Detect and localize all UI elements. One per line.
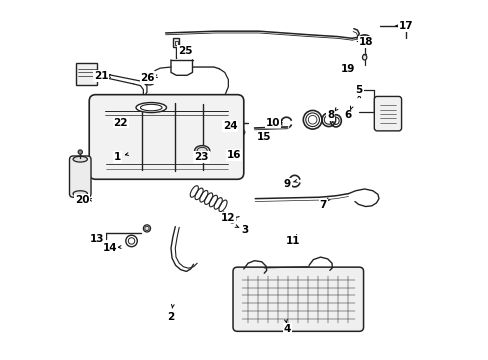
Text: 14: 14 — [102, 243, 117, 253]
Circle shape — [78, 150, 82, 154]
FancyBboxPatch shape — [69, 156, 91, 197]
Circle shape — [228, 216, 235, 223]
Text: 21: 21 — [94, 71, 108, 81]
Text: 8: 8 — [326, 111, 333, 121]
Text: 13: 13 — [90, 234, 104, 244]
Ellipse shape — [73, 156, 87, 162]
Bar — [76, 63, 97, 85]
Ellipse shape — [362, 55, 366, 60]
FancyBboxPatch shape — [89, 95, 244, 179]
Text: 18: 18 — [359, 37, 373, 47]
Text: 9: 9 — [284, 179, 290, 189]
Bar — [174, 41, 178, 45]
Text: 4: 4 — [283, 324, 291, 334]
Text: 3: 3 — [241, 225, 247, 235]
Text: 19: 19 — [341, 64, 355, 74]
Text: 12: 12 — [221, 213, 235, 222]
Text: 7: 7 — [319, 200, 326, 210]
Text: 25: 25 — [178, 46, 192, 56]
Circle shape — [234, 100, 239, 105]
Text: 6: 6 — [344, 111, 351, 121]
Circle shape — [143, 225, 150, 232]
Text: 2: 2 — [167, 312, 174, 322]
Ellipse shape — [359, 35, 369, 41]
Text: 1: 1 — [113, 152, 121, 162]
Text: 24: 24 — [223, 121, 237, 131]
Text: 5: 5 — [355, 85, 362, 95]
Bar — [173, 39, 179, 47]
Ellipse shape — [144, 78, 155, 85]
Text: 20: 20 — [75, 195, 89, 205]
Text: 10: 10 — [265, 118, 280, 128]
Text: 16: 16 — [226, 150, 241, 160]
Ellipse shape — [136, 103, 166, 113]
Text: 17: 17 — [398, 21, 412, 31]
Text: 26: 26 — [140, 73, 155, 83]
FancyBboxPatch shape — [373, 96, 401, 131]
Text: 22: 22 — [113, 118, 128, 128]
FancyBboxPatch shape — [233, 267, 363, 331]
Text: 15: 15 — [257, 132, 271, 142]
Text: 23: 23 — [194, 152, 208, 162]
Text: 11: 11 — [285, 236, 300, 246]
Ellipse shape — [73, 191, 87, 197]
Ellipse shape — [194, 145, 209, 156]
